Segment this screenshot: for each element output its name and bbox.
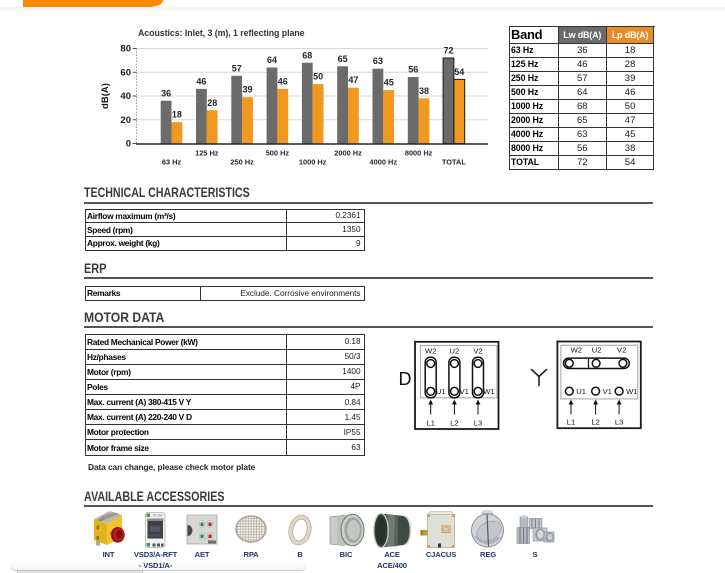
svg-text:1000 Hz: 1000 Hz bbox=[299, 158, 327, 167]
svg-text:U1: U1 bbox=[436, 387, 446, 396]
svg-text:45: 45 bbox=[384, 78, 394, 88]
svg-text:L2: L2 bbox=[450, 419, 458, 428]
svg-text:8000 Hz: 8000 Hz bbox=[405, 149, 433, 158]
svg-text:38: 38 bbox=[419, 86, 429, 96]
svg-text:39: 39 bbox=[242, 85, 252, 95]
svg-text:60: 60 bbox=[120, 67, 131, 78]
svg-text:0: 0 bbox=[126, 139, 131, 150]
svg-text:63 Hz: 63 Hz bbox=[162, 158, 182, 167]
svg-text:18: 18 bbox=[172, 110, 182, 120]
svg-text:40: 40 bbox=[120, 91, 131, 102]
svg-text:TOTAL: TOTAL bbox=[442, 158, 466, 167]
svg-text:V1: V1 bbox=[460, 387, 469, 396]
svg-text:V2: V2 bbox=[473, 347, 482, 356]
svg-text:125 Hz: 125 Hz bbox=[195, 149, 219, 158]
svg-text:L3: L3 bbox=[615, 418, 623, 427]
svg-text:500 Hz: 500 Hz bbox=[266, 149, 290, 158]
svg-text:Acoustics: Inlet, 3 (m), 1 ref: Acoustics: Inlet, 3 (m), 1 reflecting pl… bbox=[138, 28, 305, 38]
svg-text:50: 50 bbox=[313, 72, 323, 82]
svg-text:46: 46 bbox=[196, 76, 206, 86]
svg-text:20: 20 bbox=[120, 115, 131, 126]
svg-text:63: 63 bbox=[373, 56, 383, 66]
svg-text:2000 Hz: 2000 Hz bbox=[334, 149, 362, 158]
svg-text:D: D bbox=[399, 369, 412, 389]
svg-text:80: 80 bbox=[120, 44, 131, 55]
svg-text:54: 54 bbox=[454, 67, 464, 77]
svg-text:28: 28 bbox=[207, 98, 217, 108]
svg-text:dB(A): dB(A) bbox=[100, 83, 111, 109]
svg-text:U2: U2 bbox=[450, 347, 460, 356]
svg-text:L1: L1 bbox=[426, 419, 434, 428]
svg-text:4000 Hz: 4000 Hz bbox=[370, 158, 398, 167]
svg-text:L1: L1 bbox=[567, 418, 575, 427]
svg-text:57: 57 bbox=[232, 63, 242, 73]
svg-text:W2: W2 bbox=[571, 346, 582, 355]
svg-text:64: 64 bbox=[267, 55, 277, 65]
svg-text:U1: U1 bbox=[576, 387, 586, 396]
svg-text:V2: V2 bbox=[617, 346, 626, 355]
svg-text:72: 72 bbox=[443, 46, 453, 56]
svg-text:L2: L2 bbox=[591, 418, 599, 427]
svg-text:56: 56 bbox=[408, 65, 418, 75]
svg-text:V1: V1 bbox=[603, 387, 612, 396]
svg-text:36: 36 bbox=[161, 88, 171, 98]
svg-text:47: 47 bbox=[348, 75, 358, 85]
svg-text:U2: U2 bbox=[592, 346, 602, 355]
svg-text:W1: W1 bbox=[626, 387, 637, 396]
svg-text:W2: W2 bbox=[425, 347, 436, 356]
svg-text:68: 68 bbox=[302, 50, 312, 60]
svg-text:46: 46 bbox=[278, 76, 288, 86]
svg-text:W1: W1 bbox=[483, 387, 494, 396]
svg-text:65: 65 bbox=[338, 54, 348, 64]
svg-text:L3: L3 bbox=[474, 419, 482, 428]
svg-text:250 Hz: 250 Hz bbox=[230, 158, 254, 167]
